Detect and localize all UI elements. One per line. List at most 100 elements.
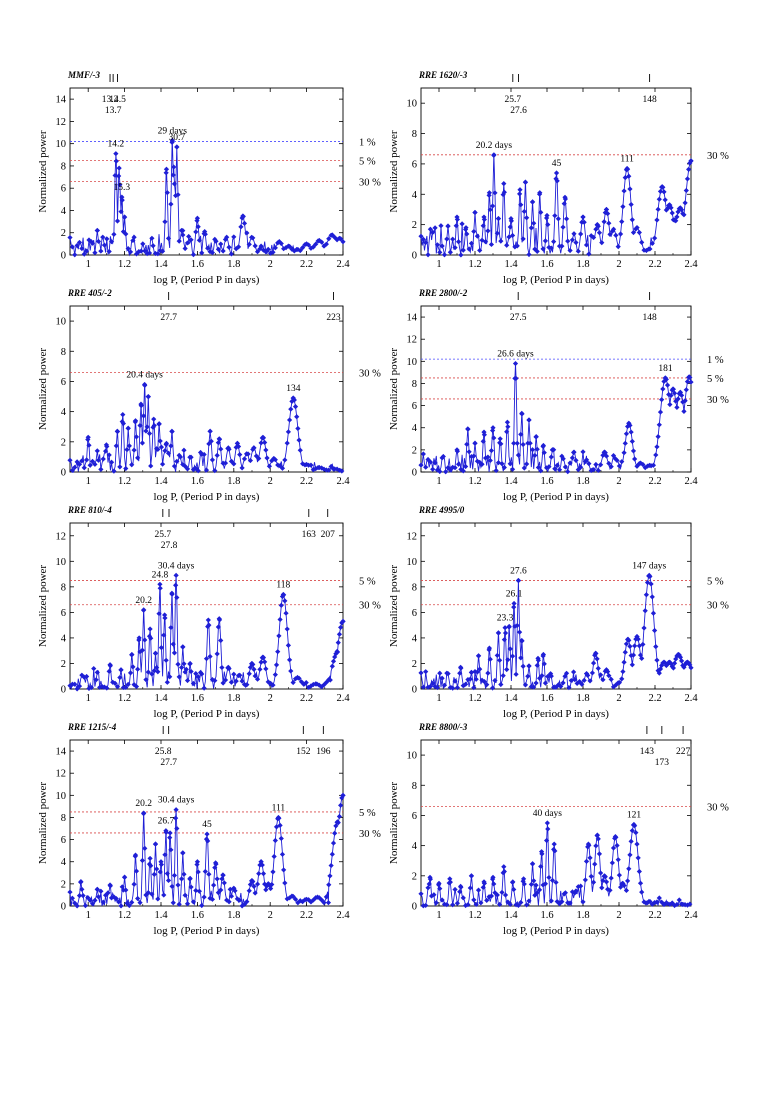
data-point xyxy=(188,668,194,675)
data-point xyxy=(668,392,674,399)
data-point xyxy=(568,677,574,684)
y-tick-label: 2 xyxy=(61,879,66,890)
data-point xyxy=(683,387,689,393)
data-point xyxy=(511,886,517,893)
data-point xyxy=(637,880,644,886)
data-point xyxy=(629,828,635,834)
data-point xyxy=(602,450,608,456)
data-point xyxy=(537,190,543,196)
data-point xyxy=(554,178,560,184)
data-point xyxy=(481,432,487,438)
data-point xyxy=(437,670,443,676)
x-tick-label: 2.4 xyxy=(336,693,350,704)
data-point xyxy=(527,440,533,446)
data-point xyxy=(195,869,201,875)
data-point xyxy=(321,243,327,249)
y-tick-label: 8 xyxy=(412,781,417,792)
x-tick-label: 1.2 xyxy=(468,693,481,704)
data-point xyxy=(554,462,560,468)
data-point xyxy=(162,852,168,858)
data-point xyxy=(165,450,172,456)
data-point xyxy=(578,231,584,237)
data-point xyxy=(599,240,605,246)
data-point xyxy=(626,173,632,179)
data-point xyxy=(458,884,464,890)
panel-title: RRE 1215/-4 xyxy=(67,722,117,732)
data-point xyxy=(340,792,346,798)
data-point xyxy=(520,441,526,448)
data-point xyxy=(607,231,613,237)
data-point xyxy=(269,881,275,888)
data-point xyxy=(284,440,290,446)
data-point xyxy=(203,836,210,842)
data-point xyxy=(338,802,344,808)
data-point xyxy=(329,851,335,857)
data-point xyxy=(170,900,176,906)
data-point xyxy=(683,187,689,194)
data-point xyxy=(521,208,527,215)
data-point xyxy=(262,659,268,665)
data-point xyxy=(154,665,160,671)
data-point xyxy=(603,879,610,885)
data-point xyxy=(106,248,112,255)
data-point xyxy=(237,672,243,678)
data-point xyxy=(125,425,131,431)
period-mark-label: 27.7 xyxy=(160,758,177,768)
data-point xyxy=(205,617,211,623)
significance-label: 5 % xyxy=(359,156,376,167)
data-point xyxy=(173,807,179,813)
data-point xyxy=(630,652,637,658)
panel-7: 1 1.2 1.4 1.6 1.8 2 2.2 2.4 0 2 4 6 8 10 12 14 log P, (P… xyxy=(37,722,381,937)
data-point xyxy=(259,862,265,868)
data-point xyxy=(588,467,594,474)
data-point xyxy=(271,853,277,860)
data-point xyxy=(158,645,164,651)
data-point xyxy=(681,212,687,218)
data-point xyxy=(235,443,242,450)
data-point xyxy=(643,247,649,254)
data-point xyxy=(538,863,544,870)
data-point xyxy=(296,437,302,443)
data-point xyxy=(291,397,297,403)
x-tick-label: 1.2 xyxy=(468,910,481,921)
data-point xyxy=(654,657,660,663)
data-point xyxy=(551,841,557,847)
data-point xyxy=(526,898,532,904)
data-point xyxy=(526,417,532,423)
data-point xyxy=(428,893,435,899)
data-point xyxy=(466,449,472,455)
data-point xyxy=(440,453,446,460)
data-point xyxy=(267,680,274,686)
data-point xyxy=(180,461,186,468)
y-tick-label: 6 xyxy=(412,811,417,822)
data-point xyxy=(664,900,671,907)
peak-label: 30.7 xyxy=(169,133,186,143)
data-point xyxy=(256,455,262,462)
data-point xyxy=(336,813,343,820)
data-point xyxy=(501,189,507,195)
data-point xyxy=(278,602,284,608)
data-point xyxy=(507,224,513,230)
data-point xyxy=(106,668,112,674)
data-point xyxy=(605,886,611,892)
data-point xyxy=(206,622,212,628)
data-point xyxy=(647,573,653,580)
y-tick-label: 12 xyxy=(407,531,418,542)
panel-6: 1 1.2 1.4 1.6 1.8 2 2.2 2.4 0 2 4 6 8 10 12 log P, (Per… xyxy=(388,505,729,720)
x-tick-label: 1 xyxy=(86,910,91,921)
data-point xyxy=(463,463,469,470)
data-point xyxy=(283,610,289,616)
data-point xyxy=(111,468,117,474)
data-point xyxy=(565,469,571,475)
data-point xyxy=(418,891,424,897)
data-point xyxy=(158,444,164,450)
data-point xyxy=(231,671,237,677)
data-point xyxy=(173,815,179,821)
data-point xyxy=(603,206,610,213)
data-point xyxy=(199,902,205,909)
data-point xyxy=(212,864,218,871)
data-point xyxy=(605,211,611,217)
data-point xyxy=(104,685,110,691)
data-point xyxy=(481,880,487,886)
data-point xyxy=(655,206,661,212)
